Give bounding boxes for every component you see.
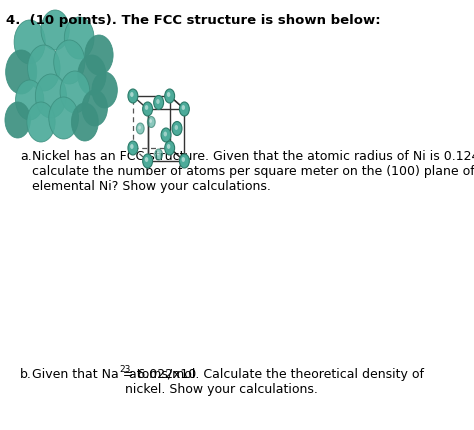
Circle shape <box>49 97 79 139</box>
Circle shape <box>16 80 44 120</box>
Circle shape <box>167 144 170 149</box>
Circle shape <box>167 92 170 97</box>
Circle shape <box>155 149 163 160</box>
Circle shape <box>6 50 37 94</box>
Circle shape <box>174 125 178 130</box>
Circle shape <box>180 102 189 116</box>
Circle shape <box>36 74 66 118</box>
Circle shape <box>161 128 171 142</box>
Circle shape <box>27 45 60 91</box>
Circle shape <box>165 141 174 155</box>
Circle shape <box>60 71 90 113</box>
Circle shape <box>92 72 118 108</box>
Circle shape <box>82 90 108 126</box>
Circle shape <box>54 40 85 84</box>
Circle shape <box>128 141 138 155</box>
Circle shape <box>143 102 153 116</box>
Circle shape <box>182 157 185 162</box>
Circle shape <box>14 20 45 64</box>
Text: atoms/mol. Calculate the theoretical density of
nickel. Show your calculations.: atoms/mol. Calculate the theoretical den… <box>125 368 424 396</box>
Circle shape <box>156 99 160 104</box>
Circle shape <box>180 154 189 168</box>
Circle shape <box>72 103 98 141</box>
Circle shape <box>138 126 141 129</box>
Circle shape <box>149 119 152 123</box>
Circle shape <box>130 144 134 149</box>
Circle shape <box>165 89 174 103</box>
Circle shape <box>78 55 106 95</box>
Text: 4.  (10 points). The FCC structure is shown below:: 4. (10 points). The FCC structure is sho… <box>6 14 380 27</box>
Text: Given that Na = 6.022x10: Given that Na = 6.022x10 <box>32 368 196 381</box>
Circle shape <box>154 95 164 110</box>
Circle shape <box>130 92 134 97</box>
Circle shape <box>5 102 30 138</box>
Circle shape <box>147 117 155 128</box>
Circle shape <box>182 105 185 110</box>
Circle shape <box>27 102 55 142</box>
Circle shape <box>64 17 94 59</box>
Circle shape <box>156 152 159 155</box>
Circle shape <box>164 132 167 136</box>
Circle shape <box>85 35 113 75</box>
Text: a.: a. <box>20 150 32 163</box>
Circle shape <box>143 154 153 168</box>
Text: 23: 23 <box>119 365 130 374</box>
Circle shape <box>128 89 138 103</box>
Text: b.: b. <box>20 368 32 381</box>
Circle shape <box>145 157 148 162</box>
Circle shape <box>172 122 182 135</box>
Circle shape <box>137 123 144 134</box>
Text: Nickel has an FCC structure. Given that the atomic radius of Ni is 0.124nm,
calc: Nickel has an FCC structure. Given that … <box>32 150 474 193</box>
Circle shape <box>145 105 148 110</box>
Circle shape <box>41 10 69 50</box>
FancyBboxPatch shape <box>10 22 106 134</box>
